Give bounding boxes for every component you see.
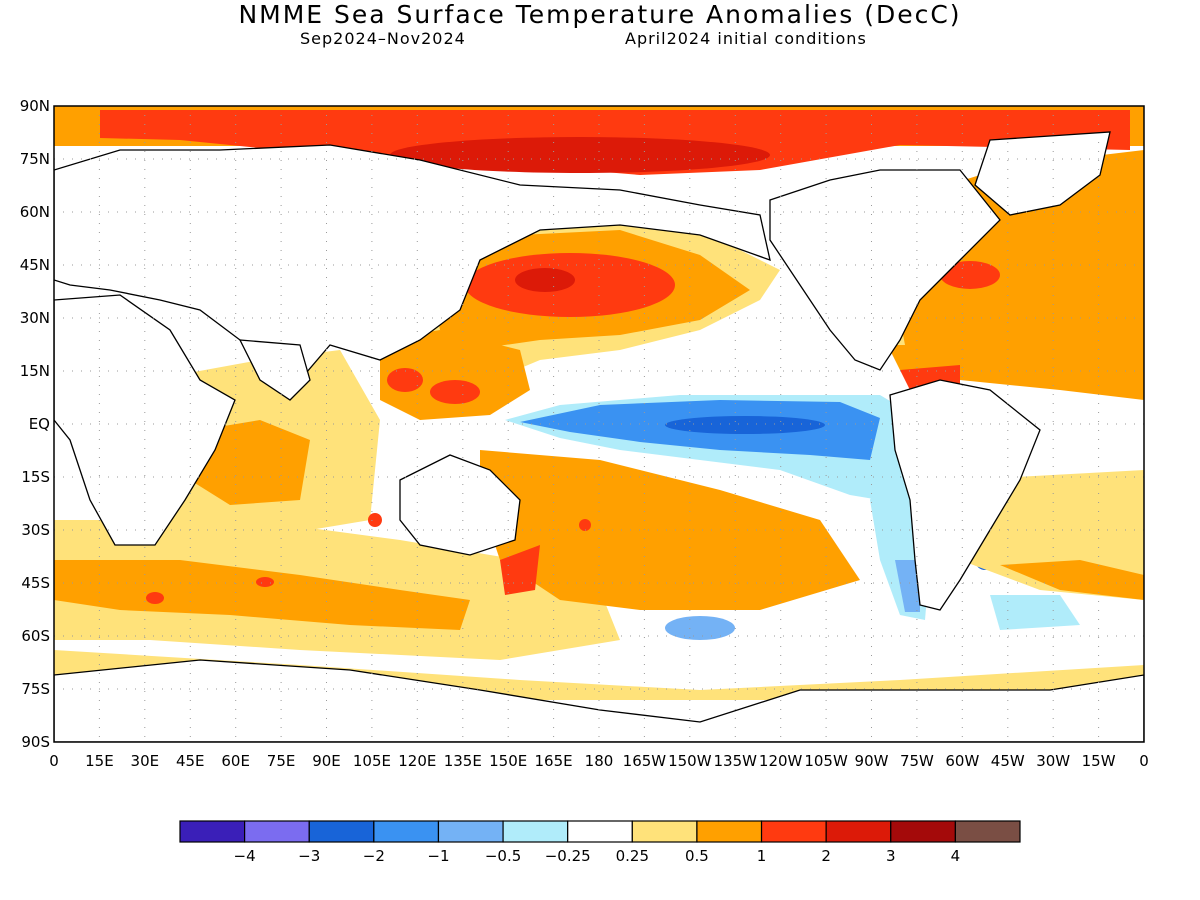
lon-tick-label: 45W bbox=[991, 752, 1025, 770]
legend-label: 2 bbox=[821, 847, 831, 865]
initial-conditions: April2024 initial conditions bbox=[625, 29, 867, 48]
lat-tick-label: 60S bbox=[21, 627, 50, 645]
lon-tick-label: 60E bbox=[221, 752, 250, 770]
lon-tick-label: 135E bbox=[444, 752, 482, 770]
lon-tick-label: 150W bbox=[668, 752, 712, 770]
north-america bbox=[769, 169, 1001, 371]
lon-tick-label: 165W bbox=[623, 752, 667, 770]
legend-swatch bbox=[308, 820, 375, 843]
lon-tick-label: 120E bbox=[398, 752, 436, 770]
africa bbox=[54, 294, 236, 546]
legend-label: −2 bbox=[363, 847, 385, 865]
legend-swatch bbox=[502, 820, 569, 843]
lon-tick-label: 165E bbox=[535, 752, 573, 770]
lat-tick-label: 60N bbox=[20, 203, 50, 221]
lon-tick-label: 15E bbox=[85, 752, 114, 770]
legend-swatch bbox=[631, 820, 698, 843]
legend-label: −0.25 bbox=[545, 847, 591, 865]
legend-swatch bbox=[567, 820, 633, 843]
anomaly-field bbox=[54, 106, 1144, 700]
legend-swatch bbox=[179, 820, 246, 843]
legend-label: 0.25 bbox=[616, 847, 649, 865]
legend-label: 3 bbox=[886, 847, 896, 865]
lat-tick-label: 45S bbox=[21, 574, 50, 592]
legend-swatch bbox=[760, 820, 827, 843]
lon-tick-label: 0 bbox=[49, 752, 59, 770]
color-legend: −4 −3 −2 −1 −0.5 −0.25 0.25 0.5 1 2 3 4 bbox=[179, 820, 1021, 865]
lon-tick-label: 0 bbox=[1139, 752, 1149, 770]
latitude-axis: 90N 75N 60N 45N 30N 15N EQ 15S 30S 45S 60S 75S 90S bbox=[20, 97, 50, 751]
lon-tick-label: 90W bbox=[855, 752, 889, 770]
lon-tick-label: 45E bbox=[176, 752, 205, 770]
lat-tick-label: 90N bbox=[20, 97, 50, 115]
lat-tick-label: 75N bbox=[20, 150, 50, 168]
lon-tick-label: 105W bbox=[804, 752, 848, 770]
lat-tick-label: EQ bbox=[29, 415, 50, 433]
south-china-sea-hot bbox=[387, 368, 423, 392]
south-pacific-cool bbox=[665, 616, 735, 640]
legend-swatch bbox=[437, 820, 504, 843]
lat-tick-label: 45N bbox=[20, 256, 50, 274]
lon-tick-label: 30E bbox=[131, 752, 160, 770]
legend-swatch bbox=[696, 820, 763, 843]
legend-label: −1 bbox=[427, 847, 449, 865]
land-masses bbox=[54, 131, 1144, 742]
lon-tick-label: 105E bbox=[353, 752, 391, 770]
map-frame bbox=[53, 105, 1145, 743]
lon-tick-label: 30W bbox=[1036, 752, 1070, 770]
legend-label: 4 bbox=[951, 847, 961, 865]
australia bbox=[399, 454, 521, 556]
southern-ocean-warm bbox=[54, 560, 470, 630]
lon-tick-label: 180 bbox=[585, 752, 614, 770]
eurasia bbox=[54, 144, 771, 381]
legend-swatch bbox=[244, 820, 310, 843]
warm-pool-hot bbox=[430, 380, 480, 404]
legend-label: 1 bbox=[757, 847, 767, 865]
greenland bbox=[974, 131, 1111, 216]
forecast-period: Sep2024–Nov2024 bbox=[300, 29, 466, 48]
lat-tick-label: 30N bbox=[20, 309, 50, 327]
lon-tick-label: 15W bbox=[1082, 752, 1116, 770]
legend-swatch bbox=[825, 820, 892, 843]
indian-ocean-warm bbox=[190, 420, 310, 505]
map-plot-area bbox=[54, 106, 1144, 742]
india bbox=[238, 339, 311, 401]
lon-tick-label: 120W bbox=[759, 752, 803, 770]
legend-swatch bbox=[954, 820, 1021, 843]
lon-tick-label: 90E bbox=[312, 752, 341, 770]
lat-tick-label: 15N bbox=[20, 362, 50, 380]
south-pacific-warm bbox=[480, 450, 860, 610]
lon-tick-label: 150E bbox=[489, 752, 527, 770]
lon-tick-label: 75E bbox=[267, 752, 296, 770]
lat-tick-label: 90S bbox=[21, 733, 50, 751]
lat-tick-label: 75S bbox=[21, 680, 50, 698]
legend-label: −3 bbox=[298, 847, 320, 865]
longitude-axis: 0 15E 30E 45E 60E 75E 90E 105E 120E 135E 150E 165E 1… bbox=[49, 752, 1149, 770]
lon-tick-label: 135W bbox=[714, 752, 758, 770]
legend-swatch bbox=[890, 820, 956, 843]
chart-title: NMME Sea Surface Temperature Anomalies (… bbox=[238, 0, 962, 29]
legend-label: 0.5 bbox=[685, 847, 709, 865]
south-america bbox=[889, 379, 1041, 611]
cold-tongue-core bbox=[665, 416, 825, 434]
tasman-hot bbox=[500, 545, 540, 595]
arctic-very-warm bbox=[390, 137, 770, 173]
lon-tick-label: 60W bbox=[945, 752, 979, 770]
lat-tick-label: 30S bbox=[21, 521, 50, 539]
legend-label: −0.5 bbox=[485, 847, 521, 865]
lon-tick-label: 75W bbox=[900, 752, 934, 770]
legend-label: −4 bbox=[234, 847, 256, 865]
warm-pool bbox=[380, 330, 530, 420]
lat-tick-label: 15S bbox=[21, 468, 50, 486]
north-atlantic-hot bbox=[940, 261, 1000, 289]
legend-swatch bbox=[373, 820, 440, 843]
north-pacific-core bbox=[515, 268, 575, 292]
antarctica bbox=[54, 659, 1144, 742]
